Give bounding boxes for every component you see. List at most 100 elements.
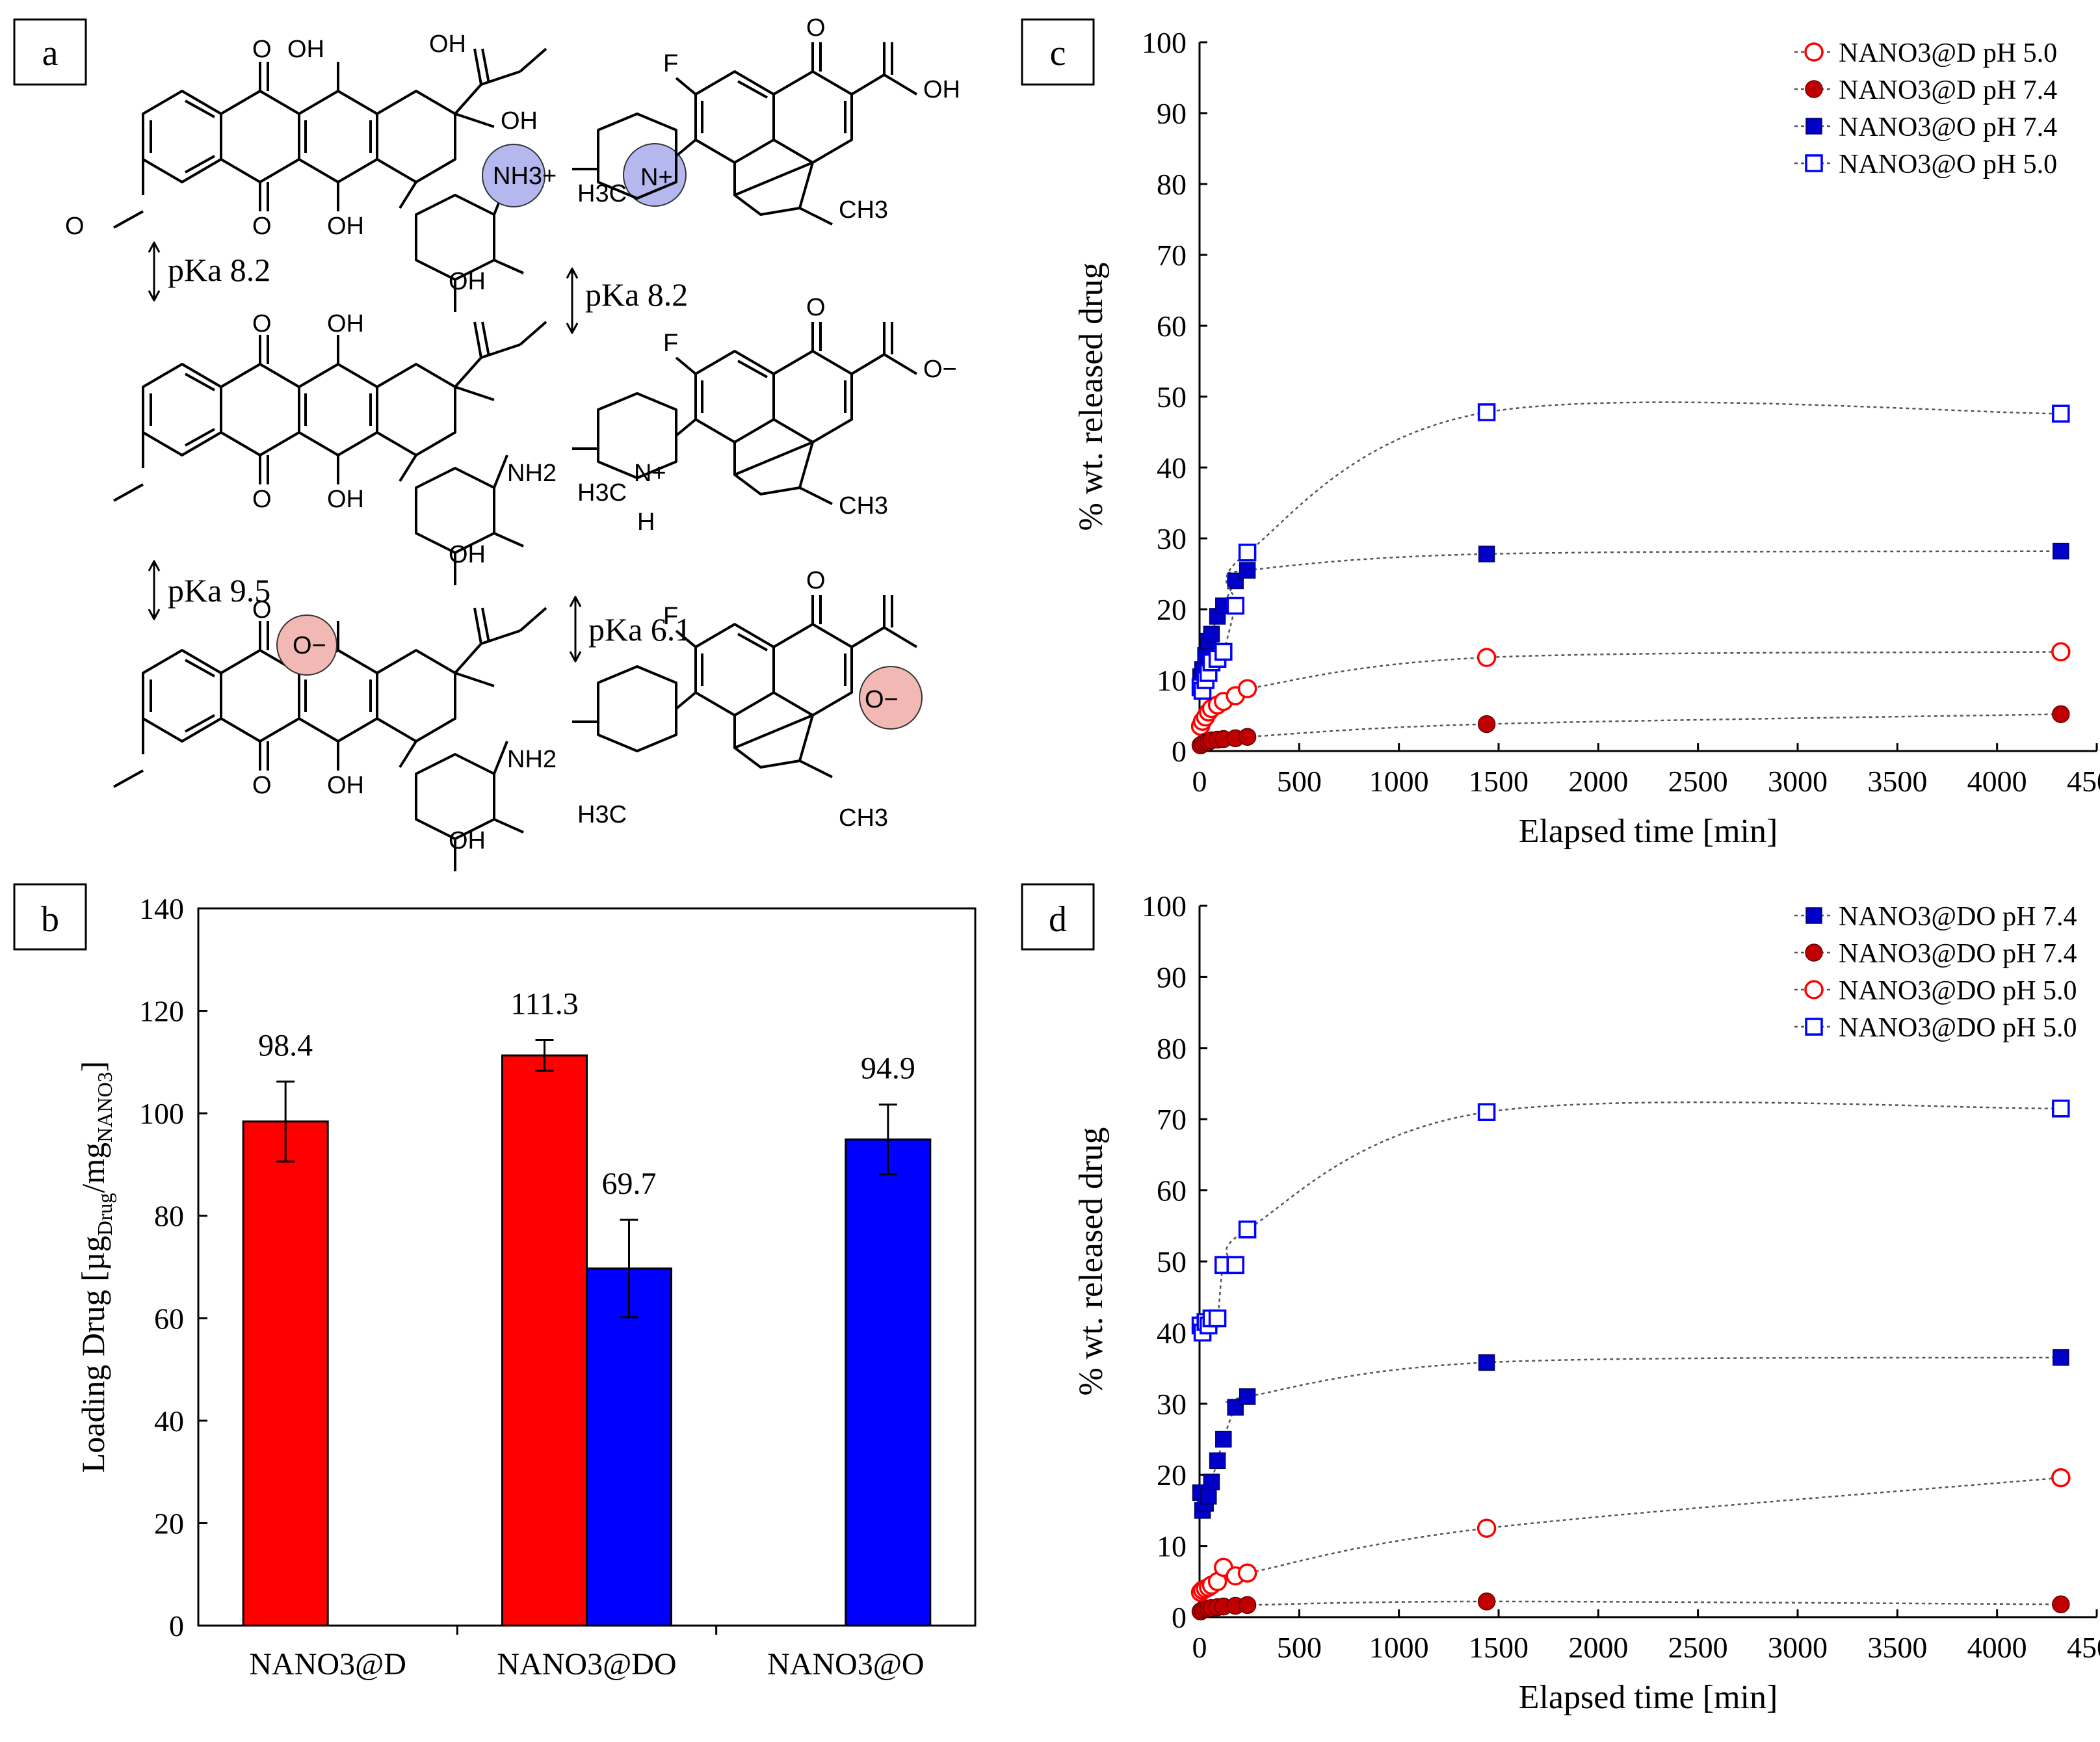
x-tick-label: NANO3@DO: [497, 1647, 676, 1682]
y-tick-label: 0: [169, 1609, 184, 1643]
data-point: [1209, 1452, 1226, 1470]
y-tick-label: 50: [1157, 380, 1187, 414]
x-tick-label: 2500: [1668, 765, 1728, 798]
svg-text:OH: OH: [327, 772, 364, 799]
data-label: 98.4: [258, 1028, 313, 1062]
data-point: [1237, 679, 1257, 698]
svg-text:NH2: NH2: [507, 460, 557, 487]
data-point: [1805, 154, 1823, 172]
pka-labels: pKa 8.2 pKa 9.5 pKa 8.2 pKa 6.1: [168, 252, 691, 648]
x-tick-label: 1000: [1369, 765, 1429, 798]
svg-text:H3C: H3C: [577, 801, 627, 828]
legend-label: NANO3@DO pH 5.0: [1839, 1013, 2077, 1043]
x-tick-label: 1500: [1469, 765, 1529, 798]
panel-b-bar-chart: 0 20 40 60 80 100 120 140 NANO3@D NANO3@DO NANO3@O…: [75, 892, 977, 1682]
svg-text:O: O: [252, 772, 272, 799]
data-point: [1805, 80, 1823, 98]
data-point: [2053, 542, 2069, 560]
svg-text:d: d: [1049, 899, 1067, 940]
svg-text:O−: O−: [293, 632, 326, 659]
svg-text:b: b: [41, 899, 59, 940]
y-tick-label: 60: [1157, 1174, 1187, 1208]
panel-label-b: b: [13, 883, 87, 951]
svg-text:O−: O−: [865, 686, 899, 713]
data-point: [1203, 626, 1220, 642]
x-tick-label: 0: [1192, 765, 1207, 798]
data-point: [1214, 642, 1233, 661]
x-tick-label: 4500: [2067, 765, 2100, 798]
data-point: [1478, 1354, 1495, 1371]
data-point: [1238, 1221, 1257, 1239]
svg-text:OH: OH: [501, 107, 538, 135]
data-point: [1805, 118, 1822, 135]
series: [1191, 1100, 2070, 1342]
bar: [586, 1267, 672, 1627]
trend-line: [1200, 1101, 2061, 1334]
bar: [242, 1120, 329, 1627]
x-tick-label: 2000: [1568, 765, 1628, 798]
svg-text:OH: OH: [327, 310, 364, 337]
svg-text:O: O: [65, 213, 85, 240]
y-tick-label: 10: [1157, 1530, 1187, 1563]
svg-text:H3C: H3C: [577, 180, 627, 207]
svg-text:O: O: [252, 596, 272, 624]
data-point: [1477, 715, 1496, 733]
y-tick-label: 20: [154, 1507, 184, 1540]
y-tick-label: 30: [1157, 1388, 1187, 1421]
data-point: [1208, 1309, 1227, 1328]
x-tick-label: 3000: [1768, 765, 1828, 798]
y-axis-label: % wt. released drug: [1073, 263, 1110, 531]
svg-text:O: O: [252, 36, 272, 63]
y-tick-label: 80: [154, 1200, 184, 1233]
svg-text:O: O: [806, 14, 826, 42]
legend-label: NANO3@O pH 5.0: [1839, 150, 2057, 179]
legend-label: NANO3@DO pH 7.4: [1839, 939, 2077, 969]
svg-text:CH3: CH3: [839, 196, 888, 224]
svg-text:a: a: [42, 33, 59, 73]
y-tick-label: 140: [139, 892, 184, 925]
svg-text:OH: OH: [327, 486, 364, 513]
data-point: [1200, 1488, 1217, 1505]
x-tick-label: 3500: [1867, 1631, 1927, 1664]
data-point: [1237, 1563, 1257, 1583]
y-tick-label: 40: [154, 1405, 184, 1438]
svg-text:OH: OH: [449, 268, 486, 295]
trend-line: [1200, 550, 2061, 677]
svg-text:c: c: [1050, 33, 1066, 73]
series: [1190, 642, 2071, 736]
x-tick-label: 500: [1277, 1631, 1322, 1664]
series: [1192, 542, 2069, 685]
y-tick-label: 80: [1157, 1032, 1187, 1065]
svg-text:OH: OH: [449, 827, 486, 854]
y-tick-label: 60: [154, 1302, 184, 1335]
pka-label-1: pKa 8.2: [168, 252, 270, 288]
y-axis-label: Loading Drug [µgDrug/mgNANO3]: [75, 1061, 116, 1473]
y-tick-label: 60: [1157, 310, 1187, 343]
data-point: [2052, 1595, 2070, 1614]
data-point: [2052, 404, 2070, 423]
data-point: [1805, 944, 1823, 962]
svg-text:OH: OH: [923, 76, 960, 103]
trend-line: [1200, 1477, 2061, 1593]
y-tick-label: 100: [1142, 890, 1187, 923]
trend-line: [1200, 651, 2061, 727]
y-tick-label: 0: [1172, 1601, 1187, 1634]
data-point: [1805, 907, 1822, 924]
x-tick-label: NANO3@O: [767, 1647, 925, 1682]
y-tick-label: 20: [1157, 1458, 1187, 1492]
data-point: [1226, 1256, 1244, 1274]
data-label: 94.9: [861, 1051, 915, 1086]
y-tick-label: 0: [1172, 735, 1187, 768]
y-tick-label: 70: [1157, 239, 1187, 272]
data-point: [2052, 1100, 2070, 1118]
svg-text:CH3: CH3: [839, 492, 888, 520]
svg-text:F: F: [663, 603, 678, 630]
svg-text:F: F: [663, 50, 678, 77]
x-tick-label: 4000: [1967, 765, 2027, 798]
y-tick-label: 70: [1157, 1103, 1187, 1136]
x-tick-label: 2000: [1568, 1631, 1628, 1664]
x-axis-label: Elapsed time [min]: [1519, 1679, 1778, 1716]
y-tick-label: 30: [1157, 522, 1187, 555]
